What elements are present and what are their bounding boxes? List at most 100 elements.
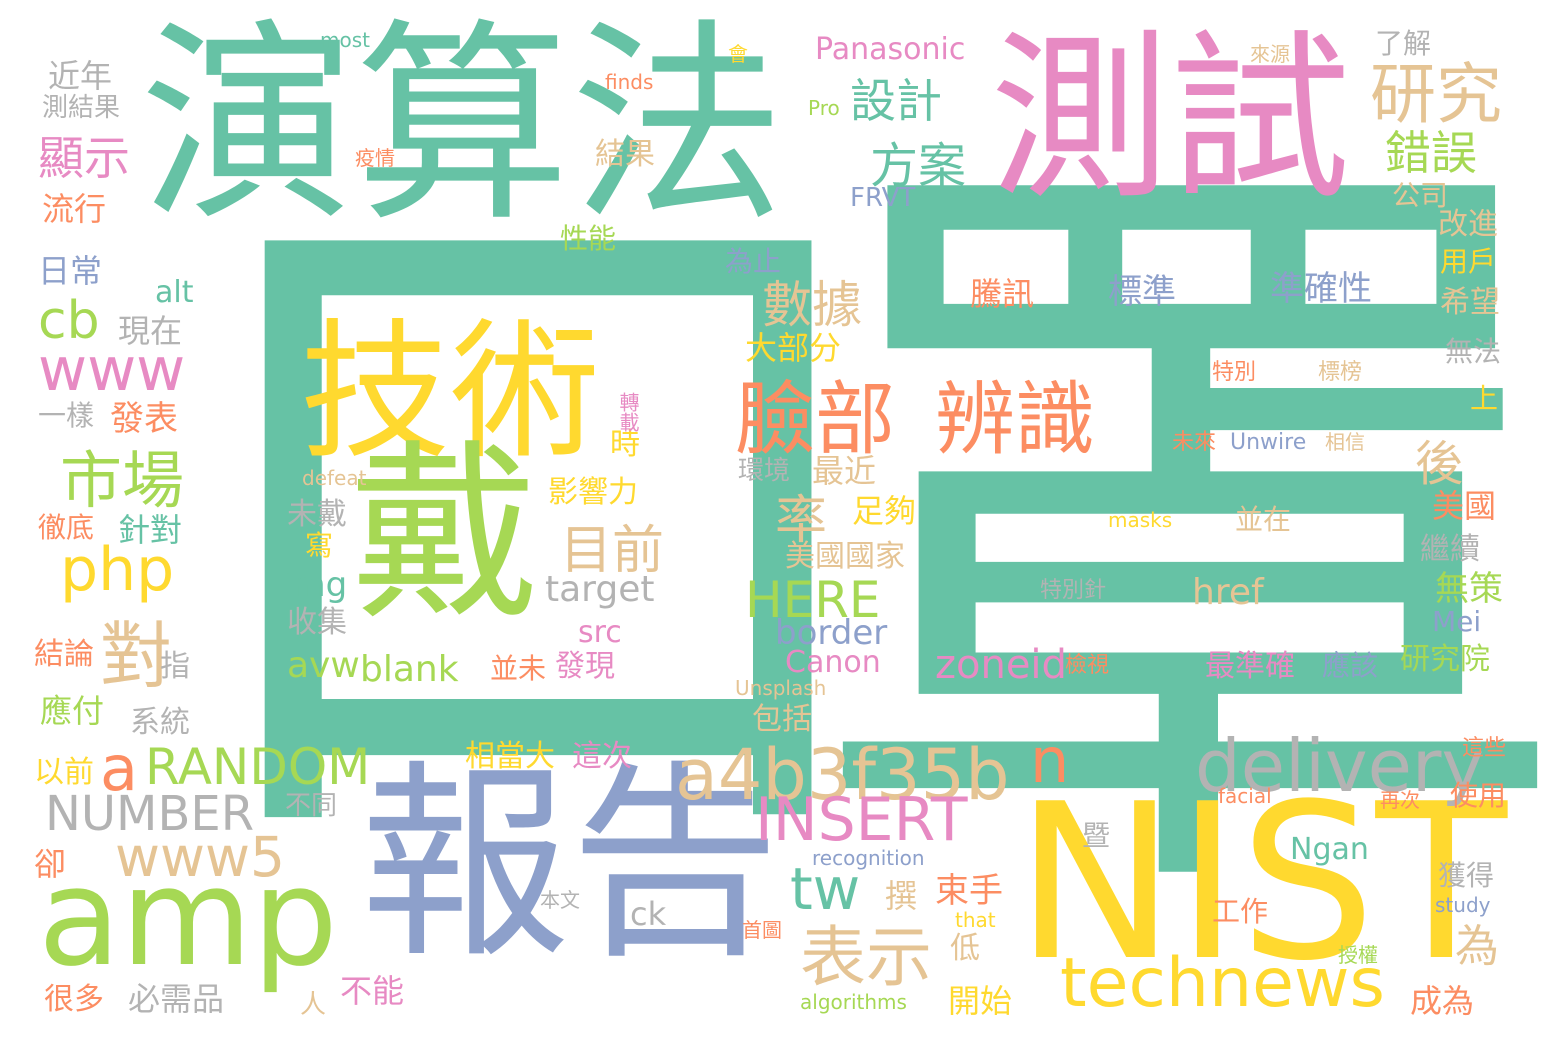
word-avw: avw: [287, 645, 360, 686]
word-frvt: FRVT: [850, 183, 916, 213]
word-tebie: 特別: [1212, 360, 1257, 385]
word-jieguo: 結果: [595, 137, 655, 172]
word-number: NUMBER: [45, 786, 255, 842]
word-shoutu: 首圖: [742, 918, 782, 942]
word-technews: technews: [1060, 944, 1385, 1023]
word-xiangdangda: 相當大: [465, 739, 555, 774]
word-yiqing: 疫情: [355, 146, 395, 170]
word-gongzuo: 工作: [1212, 895, 1269, 928]
word-jielun: 結論: [34, 637, 94, 672]
word-wuce: 無策: [1435, 569, 1503, 609]
word-yonghu: 用戶: [1440, 245, 1497, 278]
word-masks: masks: [1108, 508, 1173, 532]
word-baokuo: 包括: [752, 702, 812, 737]
word-biaozhun: 標準: [1108, 272, 1176, 312]
word-border: border: [775, 613, 888, 653]
word-src: src: [578, 615, 622, 650]
word-tengxun: 騰訊: [970, 275, 1035, 313]
word-fabiao: 發表: [110, 399, 178, 439]
word-yingfu: 應付: [40, 692, 105, 730]
word-jianshi: 檢視: [1065, 653, 1110, 678]
word-wei: 為: [1455, 921, 1499, 972]
word-bingzai: 並在: [1235, 503, 1292, 536]
word-recognition: recognition: [812, 846, 925, 870]
word-shiyong: 使用: [1450, 779, 1507, 812]
word-xingneng: 性能: [560, 222, 617, 255]
word-meiguoguojia: 美國國家: [785, 539, 905, 574]
word-canon: Canon: [785, 645, 881, 680]
word-shuju: 數據: [762, 276, 862, 334]
word-jishu: 技術: [300, 306, 601, 480]
word-kou: 口: [172, 100, 902, 950]
word-faxian: 發現: [555, 649, 615, 684]
word-yinggai: 應該: [1322, 649, 1379, 682]
word-most: most: [320, 28, 370, 52]
word-bingwei: 並未: [490, 652, 547, 685]
word-shushou: 束手: [935, 871, 1003, 911]
word-liaojie: 了解: [1375, 27, 1432, 60]
word-delivery: delivery: [1195, 724, 1485, 808]
word-liuxing: 流行: [42, 190, 107, 228]
word-xie: 寫: [305, 529, 334, 562]
word-weizhi: 為止: [725, 245, 782, 278]
word-zugou: 足夠: [852, 492, 917, 530]
word-lianbu: 臉部: [735, 373, 895, 466]
word-xiwang: 希望: [1440, 285, 1500, 320]
word-yanjiuyuan: 研究院: [1400, 642, 1490, 677]
word-kaishi: 開始: [948, 982, 1013, 1020]
word-zhendui: 針對: [118, 511, 183, 549]
word-ceshi: 測試: [990, 15, 1351, 224]
word-xiangxin: 相信: [1325, 430, 1365, 454]
word-zaici: 再次: [1380, 788, 1420, 812]
word-jixu: 繼續: [1420, 532, 1480, 567]
word-henduo: 很多: [44, 982, 104, 1017]
word-gongsi: 公司: [1392, 179, 1449, 212]
word-dui: 對: [100, 614, 173, 698]
word-unwire: Unwire: [1230, 430, 1307, 455]
word-nist: NIST: [1015, 757, 1508, 1008]
word-zhuanzai: 轉載: [616, 392, 640, 432]
word-panasonic: Panasonic: [815, 32, 966, 67]
word-muqian: 目前: [560, 521, 665, 581]
word-target: target: [545, 569, 655, 610]
word-alt: alt: [155, 275, 194, 310]
word-that: that: [955, 908, 996, 932]
word-sheji: 設計: [850, 74, 942, 128]
word-xianzai: 現在: [118, 312, 183, 350]
word-xianshi: 顯示: [38, 131, 130, 185]
word-huode: 獲得: [1438, 859, 1495, 892]
word-dai: 戴: [350, 424, 541, 645]
word-cb: cb: [38, 291, 100, 351]
word-biaobang: 標榜: [1318, 360, 1363, 385]
word-yiqian: 以前: [34, 755, 94, 790]
word-hou: 後: [1415, 436, 1464, 492]
word-xitong: 系統: [130, 705, 190, 740]
word-zuijin: 最近: [812, 452, 877, 490]
word-meiguo: 美國: [1432, 487, 1497, 525]
word-finds: finds: [605, 70, 654, 94]
word-buneng: 不能: [340, 972, 405, 1010]
word-n: n: [1030, 724, 1070, 797]
word-yansuanfa: 演算法: [140, 0, 785, 251]
word-laiyuan: 來源: [1250, 42, 1290, 66]
word-insert: INSERT: [755, 785, 968, 855]
word-butong: 不同: [285, 791, 338, 821]
word-bixupin: 必需品: [128, 980, 225, 1018]
word-huanjing: 環境: [738, 456, 791, 486]
word-img: img: [283, 565, 348, 605]
word-yanjiu: 研究: [1370, 56, 1502, 133]
word-shichang: 市場: [60, 444, 185, 517]
word-que: 卻: [34, 845, 67, 883]
word-blank: blank: [360, 649, 459, 690]
word-www: www: [38, 335, 186, 405]
word-chedi: 徹底: [38, 511, 95, 544]
word-zhunquexing: 準確性: [1270, 269, 1372, 309]
word-richang: 日常: [38, 252, 103, 290]
word-tw: tw: [790, 855, 861, 923]
word-yiyang: 一樣: [38, 399, 95, 432]
word-wufa: 無法: [1445, 335, 1502, 368]
word-yingxiangli: 影響力: [548, 475, 638, 510]
word-jinnian: 近年: [48, 57, 113, 95]
word-lv: 率: [775, 491, 828, 551]
